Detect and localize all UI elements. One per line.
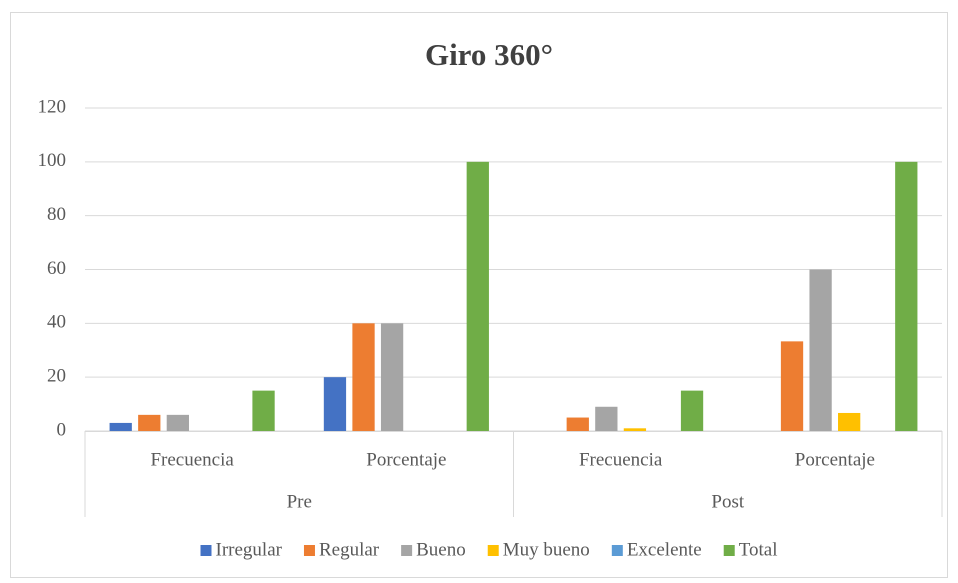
y-tick-label: 120 xyxy=(38,96,67,117)
bar xyxy=(380,323,404,431)
bar xyxy=(566,417,589,431)
bar xyxy=(323,377,347,431)
bar xyxy=(352,323,375,431)
legend-label: Bueno xyxy=(416,539,466,560)
group-label: Post xyxy=(711,491,744,512)
bar xyxy=(166,414,189,431)
x-tick-label: Porcentaje xyxy=(795,449,875,470)
bar xyxy=(138,414,161,431)
x-tick-label: Frecuencia xyxy=(579,449,663,470)
group-label: Pre xyxy=(287,491,312,512)
y-tick-label: 60 xyxy=(47,258,66,279)
x-tick-label: Frecuencia xyxy=(150,449,234,470)
bar xyxy=(595,406,618,431)
y-tick-label: 0 xyxy=(57,419,67,440)
chart-title: Giro 360° xyxy=(425,37,553,72)
legend-swatch xyxy=(200,545,212,556)
y-tick-label: 20 xyxy=(47,366,66,387)
legend-swatch xyxy=(303,545,315,556)
bar xyxy=(252,390,275,431)
bar xyxy=(623,428,647,431)
legend-swatch xyxy=(611,545,623,556)
y-tick-label: 100 xyxy=(38,150,67,171)
bar xyxy=(780,341,804,431)
bar xyxy=(838,412,861,431)
legend-swatch xyxy=(487,545,499,556)
legend-label: Total xyxy=(739,539,778,560)
legend-label: Irregular xyxy=(216,539,283,560)
legend-label: Excelente xyxy=(627,539,702,560)
bar xyxy=(680,390,704,431)
legend-swatch xyxy=(723,545,735,556)
legend-label: Muy bueno xyxy=(503,539,590,560)
bar xyxy=(466,161,489,432)
y-tick-label: 40 xyxy=(47,312,66,333)
bar xyxy=(109,422,132,431)
x-tick-label: Porcentaje xyxy=(366,449,446,470)
legend-label: Regular xyxy=(319,539,380,560)
bar xyxy=(895,161,918,432)
legend-swatch xyxy=(401,545,413,556)
y-tick-label: 80 xyxy=(47,204,66,225)
bar xyxy=(809,269,832,431)
